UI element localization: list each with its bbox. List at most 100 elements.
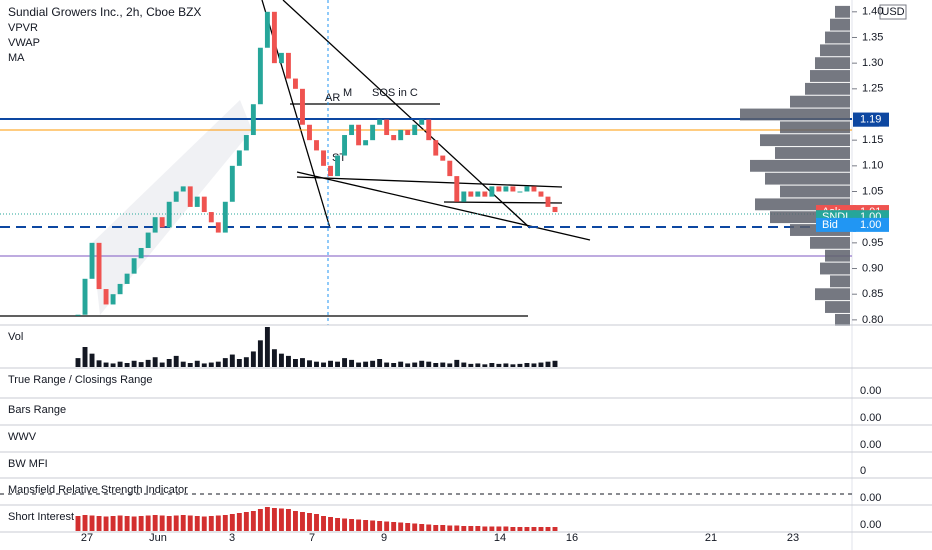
- x-tick-label: 7: [309, 532, 315, 544]
- volume-bar: [503, 363, 509, 367]
- short-interest-bar: [433, 525, 439, 531]
- pane-value: 0.00: [860, 385, 881, 397]
- volume-bar: [236, 359, 242, 367]
- pane-title[interactable]: WWV: [8, 431, 37, 443]
- pane-value: 0.00: [860, 519, 881, 531]
- short-interest-bar: [285, 509, 291, 531]
- short-interest-bar: [328, 517, 333, 531]
- volume-bar: [152, 357, 158, 367]
- volume-profile-bar: [765, 172, 850, 185]
- annotation: AR: [325, 92, 340, 104]
- volume-profile-bar: [835, 5, 850, 18]
- volume-bar: [264, 327, 270, 367]
- currency-box[interactable]: [879, 4, 907, 20]
- x-tick-label: 21: [705, 532, 717, 544]
- candle: [300, 88, 305, 125]
- short-interest-bar: [222, 515, 228, 531]
- short-interest-bar: [145, 515, 151, 531]
- short-interest-bar: [419, 524, 425, 531]
- short-interest-bar: [131, 516, 137, 531]
- candle: [152, 217, 158, 233]
- pane-title[interactable]: Short Interest: [8, 511, 74, 523]
- volume-bar: [110, 363, 116, 367]
- short-interest-bar: [531, 527, 537, 531]
- x-tick-label: Jun: [149, 532, 167, 544]
- candle: [377, 119, 383, 125]
- pane-title[interactable]: Mansfield Relative Strength Indicator: [8, 484, 188, 496]
- short-interest-bar: [82, 515, 88, 531]
- short-interest-bar: [349, 519, 355, 531]
- volume-bar: [342, 358, 348, 367]
- x-tick-label: 23: [787, 532, 799, 544]
- indicator-label[interactable]: MA: [8, 52, 25, 64]
- volume-profile-bar: [820, 44, 850, 57]
- y-tick-label: 1.10: [862, 160, 883, 172]
- short-interest-bar: [187, 515, 193, 531]
- short-interest-bar: [110, 516, 116, 531]
- candle: [454, 176, 460, 202]
- candle: [201, 196, 207, 213]
- short-interest-bar: [138, 516, 144, 531]
- volume-bar: [278, 353, 284, 367]
- volume-profile-bar: [825, 249, 850, 262]
- volume-profile-bar: [815, 288, 850, 301]
- volume-bar: [208, 362, 214, 367]
- y-tick-label: 1.35: [862, 31, 883, 43]
- candle: [517, 191, 523, 193]
- pane-title[interactable]: Vol: [8, 331, 23, 343]
- short-interest-bar: [454, 525, 460, 531]
- short-interest-bar: [510, 527, 516, 531]
- y-tick-label: 0.95: [862, 237, 883, 249]
- short-interest-bar: [538, 527, 544, 531]
- short-interest-bar: [552, 527, 558, 531]
- candle: [194, 196, 200, 207]
- volume-bar: [229, 354, 235, 367]
- candle: [531, 186, 537, 192]
- short-interest-bar: [398, 522, 404, 531]
- volume-bar: [356, 362, 362, 367]
- volume-bar: [482, 364, 488, 367]
- candle: [335, 155, 340, 177]
- short-interest-bar: [524, 527, 530, 531]
- volume-profile-bar: [830, 18, 850, 31]
- short-interest-bar: [257, 509, 263, 531]
- volume-bar: [335, 361, 340, 367]
- candle: [426, 119, 432, 141]
- short-interest-bar: [489, 526, 495, 531]
- pane-title[interactable]: Bars Range: [8, 404, 66, 416]
- candle: [187, 186, 193, 207]
- volume-bar: [285, 355, 291, 367]
- pane-title[interactable]: True Range / Closings Range: [8, 374, 153, 386]
- volume-bar: [124, 363, 130, 367]
- volume-bar: [257, 340, 263, 367]
- currency[interactable]: USD: [881, 6, 904, 18]
- indicator-label[interactable]: VWAP: [8, 37, 40, 49]
- volume-bar: [545, 361, 551, 367]
- short-interest-bar: [517, 527, 523, 531]
- candle: [342, 135, 348, 156]
- candle: [384, 119, 390, 136]
- volume-bar: [159, 362, 165, 367]
- candle: [285, 52, 291, 79]
- candle: [229, 165, 235, 202]
- candle: [552, 206, 558, 213]
- indicator-label[interactable]: VPVR: [8, 22, 38, 34]
- symbol-title[interactable]: Sundial Growers Inc., 2h, Cboe BZX: [8, 5, 201, 19]
- candle: [271, 11, 277, 64]
- candle: [173, 191, 179, 202]
- short-interest-bar: [194, 516, 200, 531]
- price-tag: [816, 217, 856, 232]
- volume-bar: [510, 364, 516, 367]
- candle: [75, 314, 81, 316]
- short-interest-bar: [173, 515, 179, 531]
- candle: [538, 191, 544, 197]
- candle: [545, 196, 551, 207]
- candle: [222, 201, 228, 233]
- pane-title[interactable]: BW MFI: [8, 458, 48, 470]
- short-interest-bar: [229, 514, 235, 531]
- candle: [138, 247, 144, 259]
- short-interest-bar: [75, 516, 81, 531]
- candle: [440, 155, 446, 161]
- candle: [89, 242, 95, 279]
